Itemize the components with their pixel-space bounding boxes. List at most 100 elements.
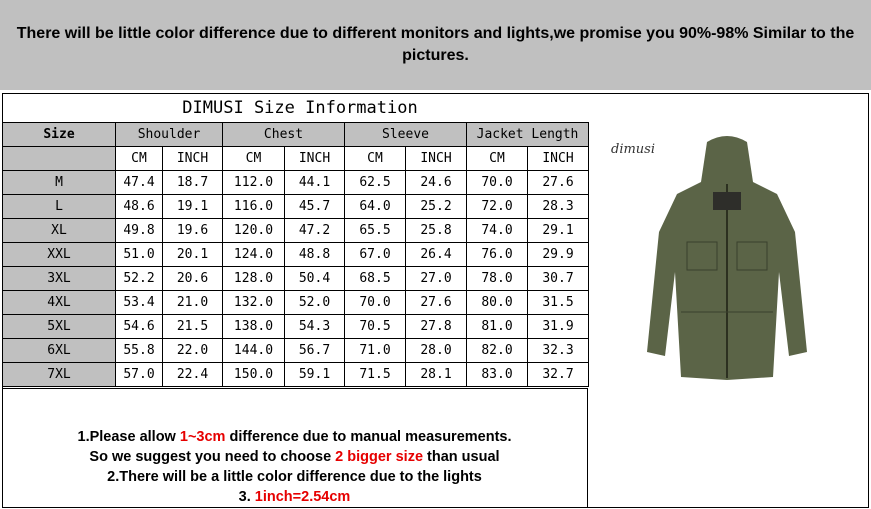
measurement-cell: 31.9 xyxy=(527,314,589,339)
measurement-cell: 82.0 xyxy=(466,338,528,363)
note-highlight: 2 bigger size xyxy=(335,449,424,465)
measurement-cell: 54.3 xyxy=(284,314,345,339)
measurement-cell: 150.0 xyxy=(222,362,285,387)
size-table: Size Shoulder Chest Sleeve Jacket Length… xyxy=(2,122,589,387)
measurement-cell: 65.5 xyxy=(344,218,406,243)
measurement-cell: 28.1 xyxy=(405,362,467,387)
table-row: XXL 51.0 20.1 124.0 48.8 67.0 26.4 76.0 29.9 xyxy=(2,242,589,267)
measurement-cell: 51.0 xyxy=(115,242,163,267)
color-disclaimer-banner: There will be little color difference du… xyxy=(0,0,871,90)
size-label: M xyxy=(2,170,116,195)
measurement-cell: 76.0 xyxy=(466,242,528,267)
measurement-cell: 27.6 xyxy=(527,170,589,195)
unit-header: CM xyxy=(222,146,285,171)
table-row: 7XL 57.0 22.4 150.0 59.1 71.5 28.1 83.0 32.7 xyxy=(2,362,589,387)
note-2: 2.There will be a little color differenc… xyxy=(107,469,482,485)
measurement-cell: 64.0 xyxy=(344,194,406,219)
measurement-cell: 53.4 xyxy=(115,290,163,315)
measurement-cell: 67.0 xyxy=(344,242,406,267)
measurement-cell: 48.8 xyxy=(284,242,345,267)
measurement-cell: 48.6 xyxy=(115,194,163,219)
note-1: 1.Please allow 1~3cm difference due to m… xyxy=(2,427,587,447)
measurement-cell: 56.7 xyxy=(284,338,345,363)
measurement-cell: 19.1 xyxy=(162,194,223,219)
note-text: 3. xyxy=(238,489,255,505)
measurement-cell: 29.1 xyxy=(527,218,589,243)
unit-header: CM xyxy=(466,146,528,171)
measurement-cell: 70.0 xyxy=(466,170,528,195)
table-row: 3XL 52.2 20.6 128.0 50.4 68.5 27.0 78.0 30.7 xyxy=(2,266,589,291)
measurement-cell: 70.0 xyxy=(344,290,406,315)
measurement-cell: 71.0 xyxy=(344,338,406,363)
table-row: 6XL 55.8 22.0 144.0 56.7 71.0 28.0 82.0 32.3 xyxy=(2,338,589,363)
measurement-cell: 50.4 xyxy=(284,266,345,291)
shoulder-header: Shoulder xyxy=(115,122,223,147)
measurement-cell: 22.0 xyxy=(162,338,223,363)
table-row: XL 49.8 19.6 120.0 47.2 65.5 25.8 74.0 29.1 xyxy=(2,218,589,243)
size-header: Size xyxy=(2,122,116,147)
unit-header: INCH xyxy=(405,146,467,171)
group-header-row: Size Shoulder Chest Sleeve Jacket Length xyxy=(2,122,589,147)
unit-header: INCH xyxy=(284,146,345,171)
measurement-cell: 27.0 xyxy=(405,266,467,291)
measurement-cell: 47.2 xyxy=(284,218,345,243)
measurement-cell: 128.0 xyxy=(222,266,285,291)
measurement-cell: 83.0 xyxy=(466,362,528,387)
measurement-cell: 72.0 xyxy=(466,194,528,219)
size-label: 5XL xyxy=(2,314,116,339)
measurement-cell: 47.4 xyxy=(115,170,163,195)
measurement-cell: 22.4 xyxy=(162,362,223,387)
table-row: M 47.4 18.7 112.0 44.1 62.5 24.6 70.0 27.6 xyxy=(2,170,589,195)
measurement-cell: 49.8 xyxy=(115,218,163,243)
brand-watermark: dimusi xyxy=(611,142,656,157)
note-text: difference due to manual measurements. xyxy=(225,429,512,445)
note-highlight: 1~3cm xyxy=(179,429,226,445)
jacket-length-header: Jacket Length xyxy=(466,122,589,147)
measurement-cell: 62.5 xyxy=(344,170,406,195)
unit-header: INCH xyxy=(162,146,223,171)
unit-header: CM xyxy=(344,146,406,171)
measurement-cell: 138.0 xyxy=(222,314,285,339)
measurement-cell: 116.0 xyxy=(222,194,285,219)
measurement-cell: 54.6 xyxy=(115,314,163,339)
measurement-cell: 18.7 xyxy=(162,170,223,195)
measurement-cell: 27.8 xyxy=(405,314,467,339)
measurement-cell: 19.6 xyxy=(162,218,223,243)
size-label: 4XL xyxy=(2,290,116,315)
size-label: 7XL xyxy=(2,362,116,387)
measurement-cell: 68.5 xyxy=(344,266,406,291)
measurement-cell: 80.0 xyxy=(466,290,528,315)
blank-cell xyxy=(2,146,116,171)
measurement-cell: 28.3 xyxy=(527,194,589,219)
measurement-cell: 112.0 xyxy=(222,170,285,195)
measurement-cell: 55.8 xyxy=(115,338,163,363)
size-label: L xyxy=(2,194,116,219)
product-photo: dimusi xyxy=(588,122,869,387)
note-text: than usual xyxy=(423,449,500,465)
measurement-cell: 57.0 xyxy=(115,362,163,387)
unit-header-row: CM INCH CM INCH CM INCH CM INCH xyxy=(2,146,589,171)
jacket-image xyxy=(647,136,807,380)
table-row: L 48.6 19.1 116.0 45.7 64.0 25.2 72.0 28.3 xyxy=(2,194,589,219)
measurement-cell: 132.0 xyxy=(222,290,285,315)
chest-header: Chest xyxy=(222,122,345,147)
size-label: XL xyxy=(2,218,116,243)
size-label: 3XL xyxy=(2,266,116,291)
measurement-cell: 78.0 xyxy=(466,266,528,291)
measurement-cell: 70.5 xyxy=(344,314,406,339)
measurement-cell: 44.1 xyxy=(284,170,345,195)
measurement-cell: 32.3 xyxy=(527,338,589,363)
measurement-cell: 71.5 xyxy=(344,362,406,387)
measurement-cell: 74.0 xyxy=(466,218,528,243)
measurement-cell: 81.0 xyxy=(466,314,528,339)
note-highlight: 1inch=2.54cm xyxy=(254,489,351,505)
measurement-cell: 25.8 xyxy=(405,218,467,243)
unit-header: INCH xyxy=(527,146,589,171)
measurement-cell: 24.6 xyxy=(405,170,467,195)
measurement-cell: 27.6 xyxy=(405,290,467,315)
note-text: 1.Please allow xyxy=(77,429,180,445)
measurement-cell: 52.0 xyxy=(284,290,345,315)
measurement-cell: 20.6 xyxy=(162,266,223,291)
measurement-cell: 21.0 xyxy=(162,290,223,315)
measurement-cell: 25.2 xyxy=(405,194,467,219)
